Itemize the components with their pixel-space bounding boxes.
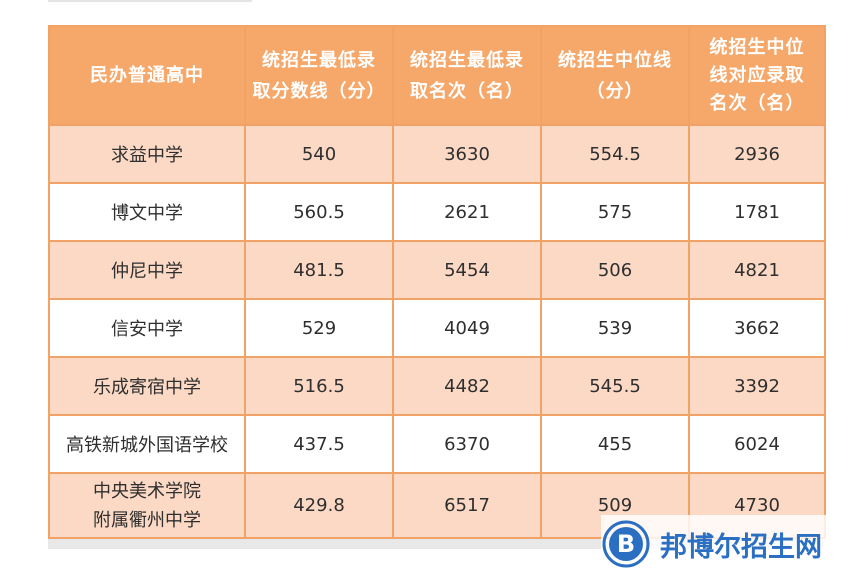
- min-rank-cell: 6370: [392, 414, 542, 474]
- school-name-cell: 中央美术学院 附属衢州中学: [48, 472, 246, 539]
- median-score-cell: 506: [540, 240, 690, 300]
- header-median-score: 统招生中位线 （分）: [540, 25, 690, 126]
- table-row: 仲尼中学 481.5 5454 506 4821: [48, 240, 826, 300]
- min-rank-cell: 2621: [392, 182, 542, 242]
- admission-score-table: 民办普通高中 统招生最低录 取分数线（分） 统招生最低录 取名次（名） 统招生中…: [48, 25, 826, 539]
- median-rank-cell: 3392: [688, 356, 826, 416]
- min-rank-cell: 4482: [392, 356, 542, 416]
- logo-letter: B: [617, 530, 635, 558]
- min-rank-cell: 5454: [392, 240, 542, 300]
- header-school-type: 民办普通高中: [48, 25, 246, 126]
- median-score-cell: 575: [540, 182, 690, 242]
- median-rank-cell: 2936: [688, 124, 826, 184]
- header-min-rank: 统招生最低录 取名次（名）: [392, 25, 542, 126]
- school-name-cell: 仲尼中学: [48, 240, 246, 300]
- min-score-cell: 540: [244, 124, 394, 184]
- min-rank-cell: 6517: [392, 472, 542, 539]
- table-row: 博文中学 560.5 2621 575 1781: [48, 182, 826, 242]
- school-name-cell: 博文中学: [48, 182, 246, 242]
- min-rank-cell: 3630: [392, 124, 542, 184]
- top-divider: [48, 0, 252, 2]
- min-score-cell: 437.5: [244, 414, 394, 474]
- header-min-score: 统招生最低录 取分数线（分）: [244, 25, 394, 126]
- school-name-cell: 求益中学: [48, 124, 246, 184]
- median-score-cell: 554.5: [540, 124, 690, 184]
- median-score-cell: 545.5: [540, 356, 690, 416]
- school-name-cell: 信安中学: [48, 298, 246, 358]
- school-name-cell: 高铁新城外国语学校: [48, 414, 246, 474]
- table-row: 信安中学 529 4049 539 3662: [48, 298, 826, 358]
- watermark-logo: B 邦博尔招生网: [595, 515, 851, 573]
- median-score-cell: 539: [540, 298, 690, 358]
- min-score-cell: 529: [244, 298, 394, 358]
- min-score-cell: 516.5: [244, 356, 394, 416]
- min-score-cell: 481.5: [244, 240, 394, 300]
- watermark-text: 邦博尔招生网: [660, 532, 822, 563]
- table-header-row: 民办普通高中 统招生最低录 取分数线（分） 统招生最低录 取名次（名） 统招生中…: [48, 25, 826, 126]
- min-rank-cell: 4049: [392, 298, 542, 358]
- median-rank-cell: 6024: [688, 414, 826, 474]
- table-row: 乐成寄宿中学 516.5 4482 545.5 3392: [48, 356, 826, 416]
- table-row: 求益中学 540 3630 554.5 2936: [48, 124, 826, 184]
- table-row: 中央美术学院 附属衢州中学 429.8 6517 509 4730: [48, 472, 826, 539]
- min-score-cell: 429.8: [244, 472, 394, 539]
- median-rank-cell: 3662: [688, 298, 826, 358]
- header-median-rank: 统招生中位 线对应录取 名次（名）: [688, 25, 826, 126]
- school-name-cell: 乐成寄宿中学: [48, 356, 246, 416]
- table-row: 高铁新城外国语学校 437.5 6370 455 6024: [48, 414, 826, 474]
- median-rank-cell: 4821: [688, 240, 826, 300]
- median-score-cell: 455: [540, 414, 690, 474]
- b-logo-icon: B: [602, 520, 650, 568]
- median-rank-cell: 1781: [688, 182, 826, 242]
- min-score-cell: 560.5: [244, 182, 394, 242]
- admission-score-table-container: 民办普通高中 统招生最低录 取分数线（分） 统招生最低录 取名次（名） 统招生中…: [48, 25, 826, 549]
